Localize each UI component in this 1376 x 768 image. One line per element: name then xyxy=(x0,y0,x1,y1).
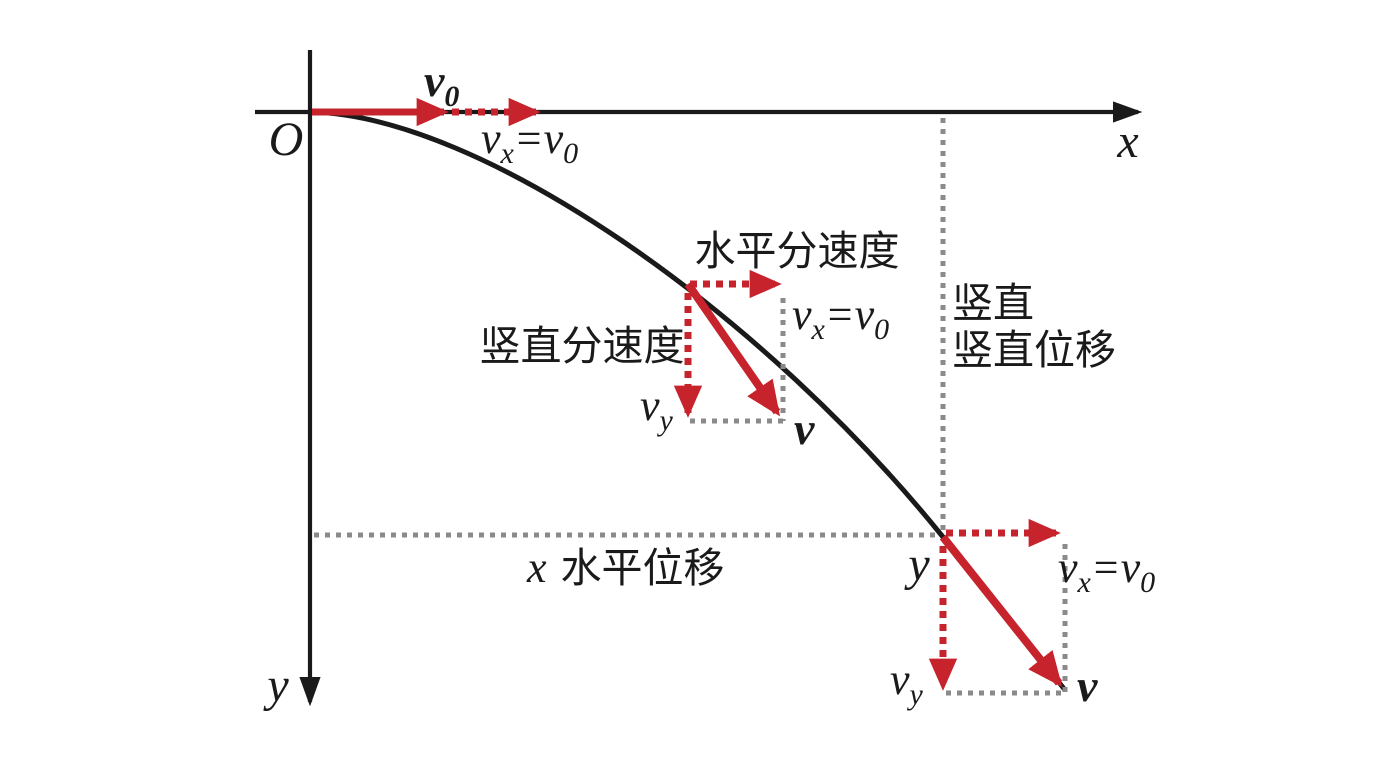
y-point-label: y xyxy=(903,538,930,591)
horizontal-component-label: 水平分速度 xyxy=(695,228,900,274)
v-label-p2: v xyxy=(1077,660,1098,711)
v0-label: v0 xyxy=(424,55,459,113)
origin-label: O xyxy=(269,113,304,166)
p2-velocity-arrow xyxy=(939,534,1063,688)
vx-v0-label-p1: vx=v0 xyxy=(792,290,889,346)
vx-v0-label-p2: vx=v0 xyxy=(1058,543,1155,599)
vertical-component-label: 竖直分速度 xyxy=(480,323,685,369)
y-axis-label: y xyxy=(262,659,289,712)
p1-velocity-arrow xyxy=(684,281,781,417)
vy-label-p2: vy xyxy=(890,655,924,711)
horizontal-displacement-label: x 水平位移 xyxy=(526,543,725,592)
vertical-text-label: 竖直 xyxy=(952,280,1034,326)
x-axis-label: x xyxy=(1116,115,1138,168)
v-label-p1: v xyxy=(794,403,815,454)
vy-label-p1: vy xyxy=(640,381,674,437)
vertical-displacement-label: 竖直位移 xyxy=(952,327,1116,373)
vx-v0-label-origin: vx=v0 xyxy=(481,114,578,170)
